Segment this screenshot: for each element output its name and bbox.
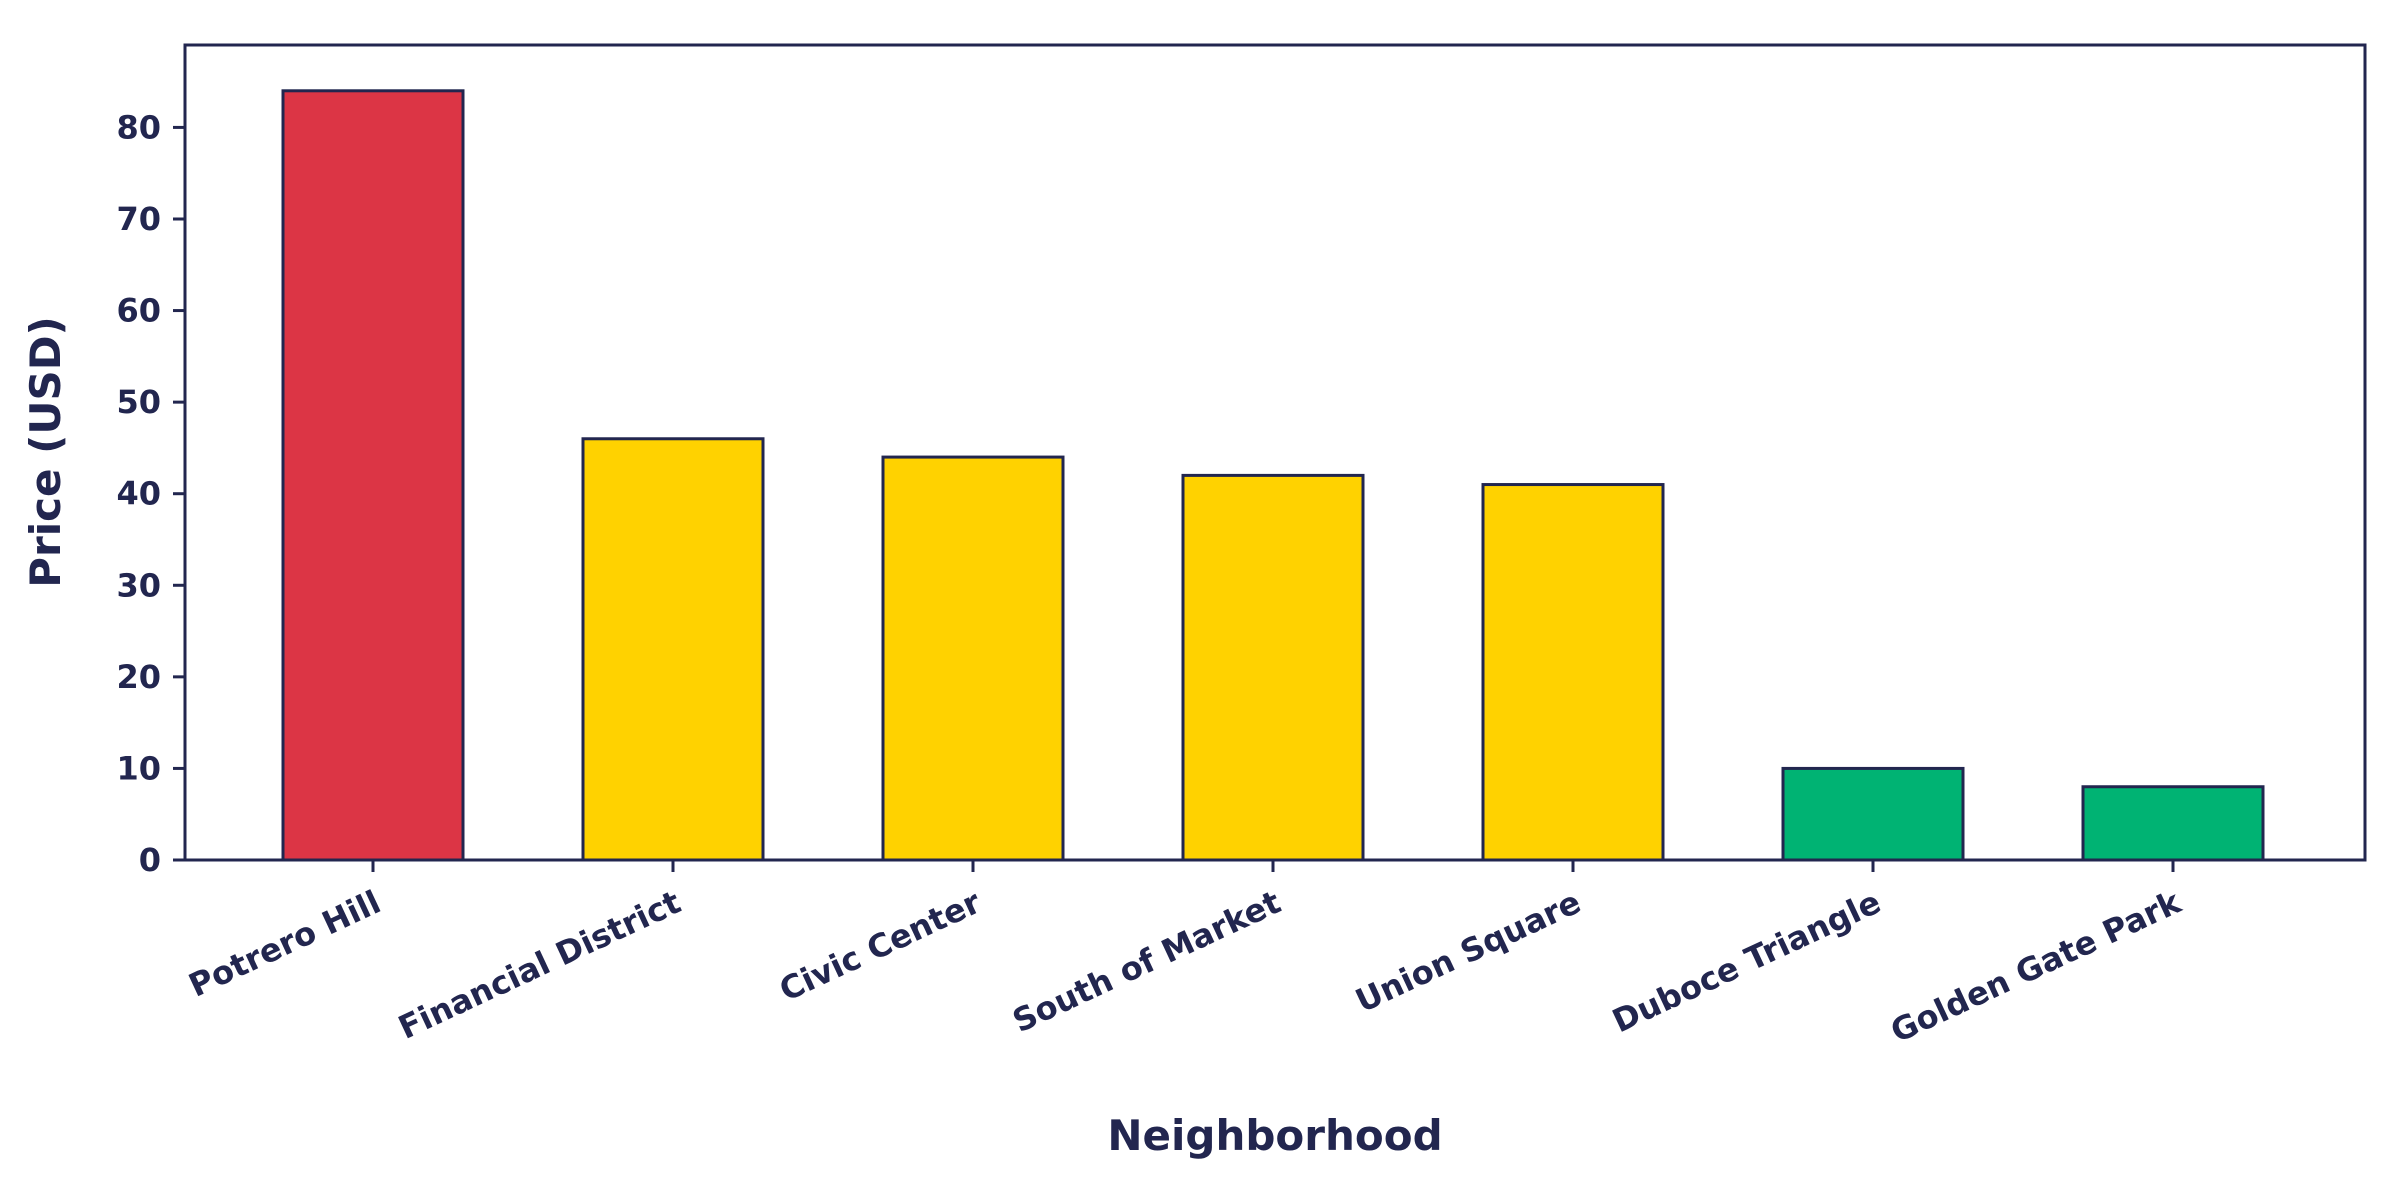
x-tick-label: South of Market [1007, 883, 1287, 1040]
bar-duboce-triangle [1781, 766, 1965, 862]
x-tick-label: Duboce Triangle [1607, 883, 1887, 1040]
x-axis-title: Neighborhood [1107, 1111, 1442, 1160]
bar-financial-district [581, 437, 765, 862]
bar-golden-gate-park [2081, 785, 2265, 862]
x-tick-label: Financial District [393, 883, 687, 1047]
x-tick-label: Civic Center [774, 883, 987, 1009]
x-tick-label: Union Square [1350, 883, 1587, 1020]
y-axis-title: Price (USD) [21, 316, 70, 588]
bars [281, 89, 2265, 862]
y-tick-label: 0 [139, 841, 161, 879]
plot-frame [183, 43, 2367, 862]
y-tick-label: 70 [116, 200, 161, 238]
bar-potrero-hill [281, 89, 465, 862]
y-tick-label: 30 [116, 566, 161, 604]
y-tick-label: 40 [116, 475, 161, 513]
y-axis: 0 10 20 30 40 50 60 70 80 [116, 108, 185, 879]
y-tick-label: 50 [116, 383, 161, 421]
bar-south-of-market [1181, 473, 1365, 862]
y-tick-label: 80 [116, 108, 161, 146]
x-tick-label: Golden Gate Park [1885, 883, 2187, 1051]
bar-union-square [1481, 483, 1665, 862]
y-tick-label: 20 [116, 658, 161, 696]
x-axis: Potrero Hill Financial District Civic Cent… [183, 860, 2187, 1050]
y-tick-label: 60 [116, 292, 161, 330]
y-tick-label: 10 [116, 749, 161, 787]
bar-civic-center [881, 455, 1065, 862]
x-tick-label: Potrero Hill [183, 883, 386, 1005]
